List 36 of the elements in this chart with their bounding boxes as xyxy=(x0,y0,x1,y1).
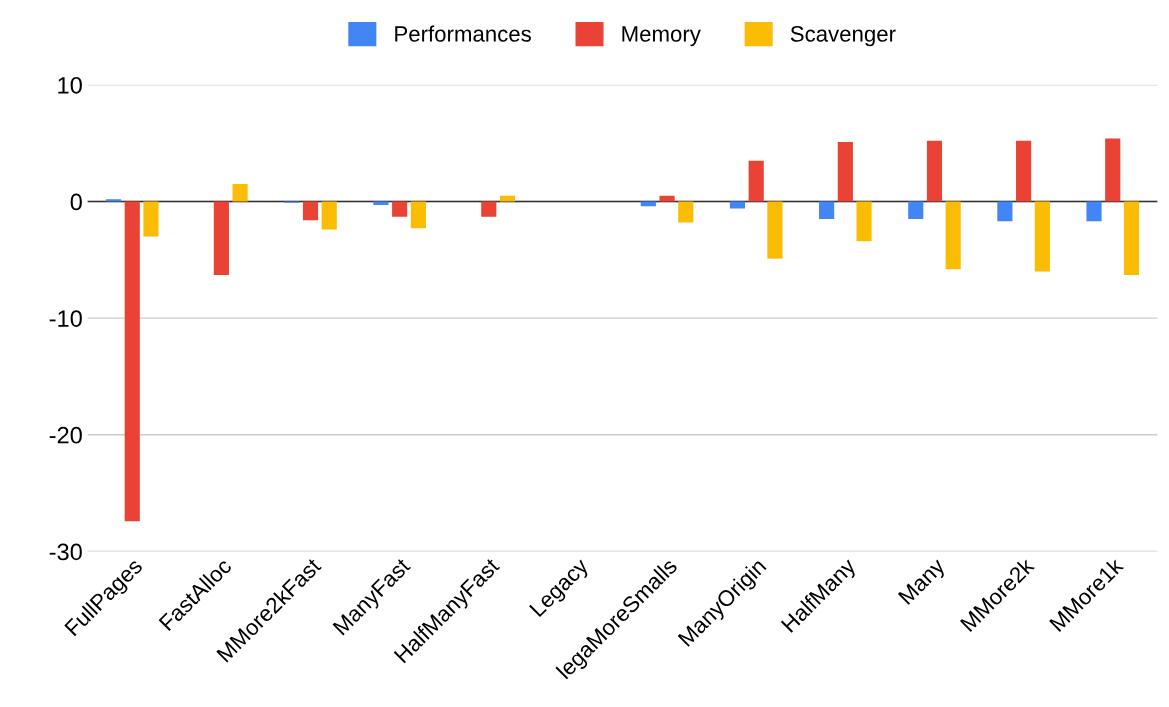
bar xyxy=(232,184,248,202)
bar xyxy=(1123,201,1140,275)
bar xyxy=(392,201,408,217)
bar xyxy=(997,201,1013,222)
bar xyxy=(767,201,783,259)
bar xyxy=(481,201,497,217)
y-tick-label: -10 xyxy=(49,310,82,327)
bar xyxy=(124,201,140,522)
bar xyxy=(837,142,853,202)
bar xyxy=(945,201,961,270)
bar xyxy=(729,201,746,209)
y-tick-label: -20 xyxy=(49,426,82,444)
bar xyxy=(1016,140,1032,202)
bar xyxy=(302,201,319,221)
bar xyxy=(659,195,675,202)
bar xyxy=(1086,201,1102,222)
bar xyxy=(640,201,656,207)
legend-label: Memory xyxy=(622,26,701,47)
bar xyxy=(678,201,694,223)
y-tick-label: 0 xyxy=(70,193,82,211)
bar xyxy=(819,201,835,219)
bar xyxy=(143,201,159,237)
legend-label: Performances xyxy=(395,25,531,42)
bar xyxy=(321,201,337,230)
bar xyxy=(856,201,872,242)
y-tick-label: -30 xyxy=(49,543,82,561)
bar xyxy=(1105,138,1121,202)
bar xyxy=(908,201,924,219)
bar xyxy=(748,160,764,202)
bar xyxy=(410,201,426,229)
bar xyxy=(1034,201,1050,272)
bar xyxy=(213,201,229,275)
bar xyxy=(926,140,943,202)
y-tick-label: 10 xyxy=(58,76,82,94)
legend-label: Scavenger xyxy=(790,26,896,47)
bar xyxy=(373,201,389,205)
